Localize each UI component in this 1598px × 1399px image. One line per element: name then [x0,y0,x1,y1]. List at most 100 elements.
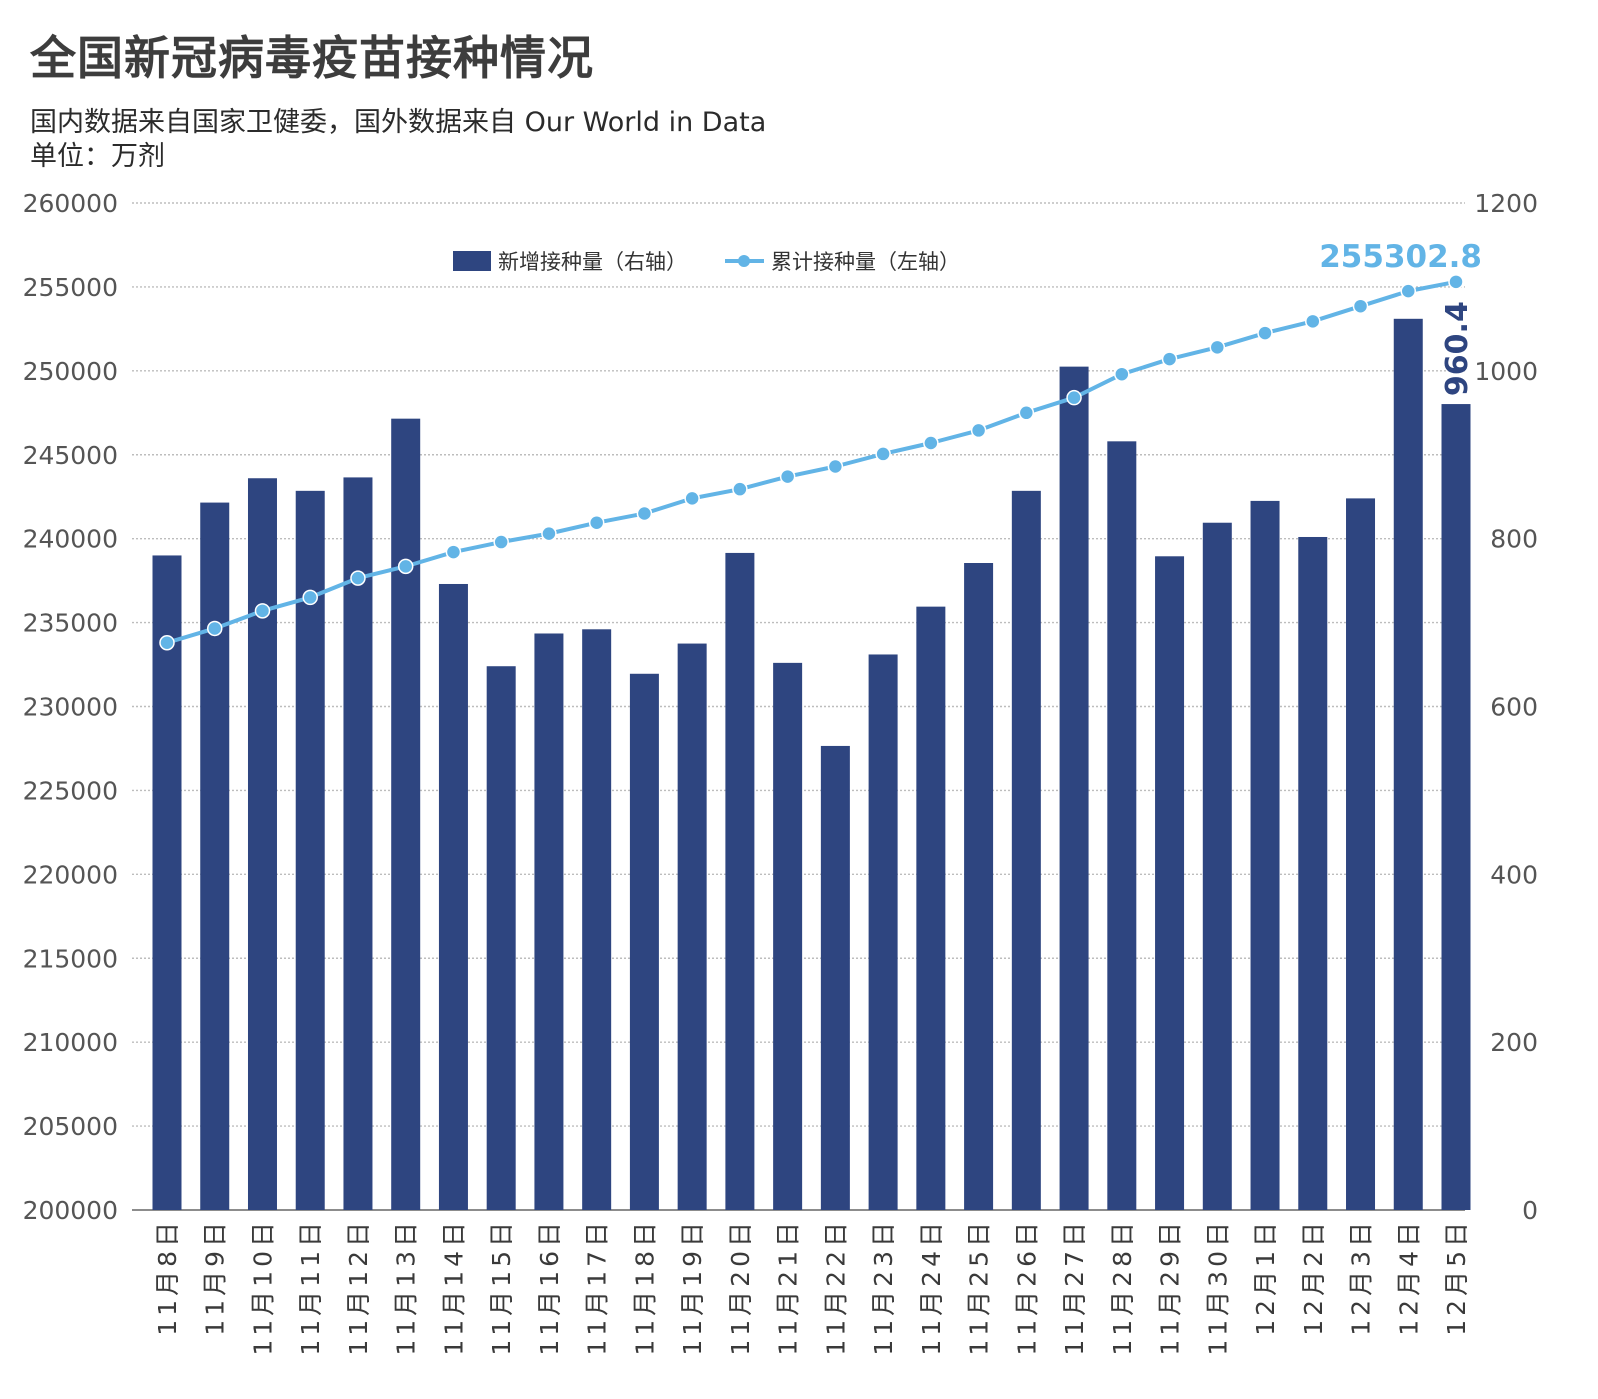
left-axis-tick-label: 255000 [23,273,118,302]
x-axis-tick-label: 11月17日 [583,1218,612,1356]
bar [486,666,516,1210]
x-axis-tick-label: 12月2日 [1299,1218,1328,1336]
bar [152,555,182,1210]
x-axis-tick-label: 12月3日 [1347,1218,1376,1336]
right-axis-tick-label: 600 [1490,693,1538,722]
x-axis-tick-label: 11月19日 [678,1218,707,1356]
line-point [397,558,414,575]
line-point [636,505,653,522]
line-point [827,458,844,475]
bar [343,477,373,1211]
bar [1346,498,1376,1210]
bar [964,563,994,1210]
bar [725,552,755,1210]
bar [677,643,707,1210]
line-point [588,514,605,531]
bar [773,662,803,1210]
line-last-value-label: 255302.8 [1319,239,1482,275]
annotations: 255302.8 960.4 [1319,239,1482,396]
x-axis-tick-label: 11月10日 [248,1218,277,1356]
line-point [1161,351,1178,367]
bar [629,673,659,1210]
line-point [350,570,366,586]
line-point [1305,313,1321,330]
line-point [1400,283,1417,299]
line-point [159,634,175,651]
line-point [732,481,748,497]
right-axis-tick-label: 200 [1490,1028,1538,1057]
chart-subtitle: 国内数据来自国家卫健委，国外数据来自 Our World in Data [30,107,767,138]
left-axis-tick-label: 215000 [23,944,118,973]
x-axis-tick-label: 11月28日 [1108,1218,1137,1356]
line-point [970,422,987,439]
bar [1298,536,1328,1210]
chart-title: 全国新冠病毒疫苗接种情况 [30,31,594,85]
left-axis-tick-label: 250000 [23,357,118,386]
line-point [1114,366,1130,382]
bar [1011,490,1041,1210]
right-axis-tick-label: 1000 [1474,357,1538,386]
left-axis-tick-label: 220000 [23,860,118,889]
x-axis-tick-label: 12月1日 [1251,1218,1280,1336]
line-point [206,620,223,637]
legend-line-marker [738,255,750,267]
line-point [302,589,318,606]
bar [1107,441,1137,1210]
x-axis-tick-label: 11月22日 [821,1218,850,1356]
x-axis-tick-label: 11月9日 [201,1218,230,1336]
bar [1441,404,1471,1210]
legend: 新增接种量（右轴） 累计接种量（左轴） [453,250,960,274]
x-axis-tick-label: 12月5日 [1442,1218,1471,1336]
x-axis-tick-label: 11月11日 [296,1218,325,1356]
line-point [684,490,700,507]
bar [295,490,325,1210]
left-axis-tick-label: 245000 [23,441,118,470]
bar [1059,366,1089,1210]
line-point [1352,298,1369,314]
x-axis: 11月8日 11月9日 11月10日 11月11日 11月12日 11月13日 11月14日… [153,1218,1471,1356]
line-series [159,274,1464,651]
bar [820,745,850,1210]
left-axis-tick-label: 210000 [23,1028,118,1057]
bar [438,583,468,1210]
x-axis-tick-label: 11月29日 [1156,1218,1185,1356]
x-axis-tick-label: 11月26日 [1012,1218,1041,1356]
bar [1202,522,1232,1210]
line-point [1018,405,1035,421]
line-point [493,534,509,550]
chart-unit: 单位：万剂 [30,141,165,172]
bar [916,606,946,1210]
line-point [541,525,557,542]
x-axis-tick-label: 11月13日 [392,1218,421,1356]
legend-bar-swatch [453,251,491,271]
left-axis-tick-label: 200000 [23,1196,118,1225]
bar [868,654,898,1210]
x-axis-tick-label: 11月30日 [1203,1218,1232,1356]
left-axis-tick-label: 240000 [23,525,118,554]
legend-bar-label: 新增接种量（右轴） [498,250,687,274]
left-axis-tick-label: 225000 [23,776,118,805]
bar [534,633,564,1210]
legend-line-label: 累计接种量（左轴） [771,250,960,274]
bar [1250,500,1280,1210]
x-axis-tick-label: 11月14日 [439,1218,468,1356]
line-point [1257,325,1273,341]
line-point [1066,389,1082,406]
left-axis: 200000 205000 210000 215000 220000 225000 2300… [23,189,118,1225]
x-axis-tick-label: 11月15日 [487,1218,516,1356]
bar [247,478,277,1210]
bar [1155,556,1185,1210]
left-axis-tick-label: 205000 [23,1112,118,1141]
right-axis-tick-label: 1200 [1474,189,1538,218]
x-axis-tick-label: 12月4日 [1394,1218,1423,1336]
line-point [779,468,796,485]
left-axis-tick-label: 235000 [23,609,118,638]
left-axis-tick-label: 230000 [23,693,118,722]
x-axis-tick-label: 11月16日 [535,1218,564,1356]
bar-series [152,318,1471,1211]
bar [582,629,612,1210]
bar-last-value-label: 960.4 [1440,301,1475,396]
line-point [445,544,462,560]
bar [391,418,421,1210]
